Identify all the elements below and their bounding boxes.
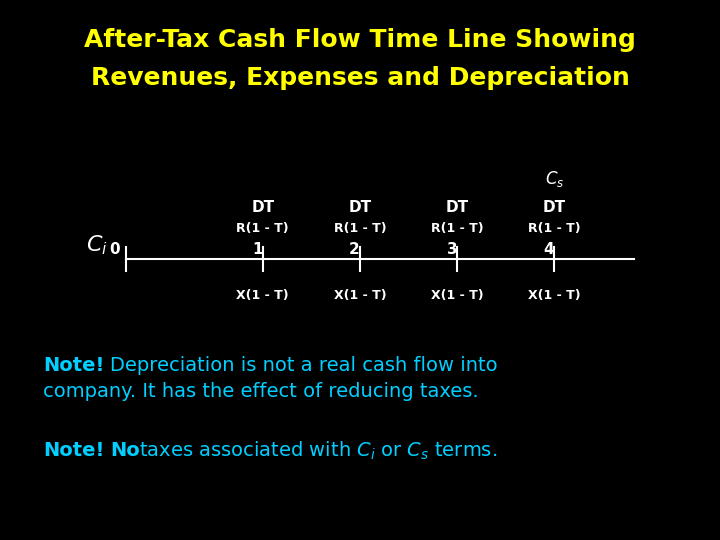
- Text: company. It has the effect of reducing taxes.: company. It has the effect of reducing t…: [43, 382, 479, 401]
- Text: DT: DT: [348, 200, 372, 215]
- Text: $C_s$: $C_s$: [545, 169, 564, 190]
- Text: R(1 - T): R(1 - T): [236, 222, 289, 235]
- Text: DT: DT: [446, 200, 469, 215]
- Text: 2: 2: [349, 242, 360, 257]
- Text: 1: 1: [252, 242, 263, 257]
- Text: 4: 4: [544, 242, 554, 257]
- Text: 0: 0: [109, 242, 120, 257]
- Text: R(1 - T): R(1 - T): [333, 222, 387, 235]
- Text: R(1 - T): R(1 - T): [431, 222, 484, 235]
- Text: X(1 - T): X(1 - T): [236, 289, 289, 302]
- Text: taxes associated with $C_i$ or $C_s$ terms.: taxes associated with $C_i$ or $C_s$ ter…: [139, 440, 498, 462]
- Text: Depreciation is not a real cash flow into: Depreciation is not a real cash flow int…: [110, 356, 498, 375]
- Text: R(1 - T): R(1 - T): [528, 222, 581, 235]
- Text: After-Tax Cash Flow Time Line Showing: After-Tax Cash Flow Time Line Showing: [84, 29, 636, 52]
- Text: DT: DT: [543, 200, 566, 215]
- Text: $C_i$: $C_i$: [86, 233, 108, 257]
- Text: Note!: Note!: [43, 356, 104, 375]
- Text: Revenues, Expenses and Depreciation: Revenues, Expenses and Depreciation: [91, 66, 629, 90]
- Text: X(1 - T): X(1 - T): [431, 289, 484, 302]
- Text: Note!: Note!: [43, 441, 104, 461]
- Text: X(1 - T): X(1 - T): [333, 289, 387, 302]
- Text: DT: DT: [251, 200, 274, 215]
- Text: No: No: [110, 441, 140, 461]
- Text: 3: 3: [446, 242, 457, 257]
- Text: X(1 - T): X(1 - T): [528, 289, 581, 302]
